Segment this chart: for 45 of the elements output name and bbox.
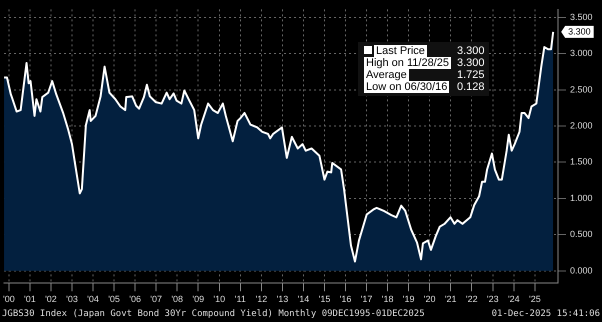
annotation: 0.128 bbox=[456, 81, 485, 93]
x-tick-label: '23 bbox=[486, 294, 499, 304]
x-tick-label: '25 bbox=[528, 294, 541, 304]
text: 01-Dec-2025 15:41:06 bbox=[492, 309, 600, 319]
x-tick-label: '14 bbox=[298, 294, 310, 304]
x-tick-label: '06 bbox=[129, 294, 141, 304]
annotation: 3.300 bbox=[456, 45, 485, 57]
x-tick-label: '08 bbox=[171, 294, 184, 304]
x-tick-label: '07 bbox=[150, 294, 162, 304]
x-tick-label: '11 bbox=[234, 294, 246, 304]
x-tick-label: '04 bbox=[87, 294, 99, 304]
y-tick-label: 2.000 bbox=[570, 120, 593, 131]
x-tick-label: '02 bbox=[45, 294, 57, 304]
annotation: Low on 06/30/16 bbox=[364, 81, 450, 93]
x-tick-label: '03 bbox=[66, 294, 78, 304]
y-tick-label: 2.500 bbox=[570, 84, 593, 94]
x-tick-label: '16 bbox=[340, 294, 352, 304]
y-tick-label: 1.000 bbox=[570, 192, 593, 203]
x-tick-label: '09 bbox=[192, 294, 204, 304]
x-tick-label: '19 bbox=[402, 294, 414, 304]
annotation: Average bbox=[364, 69, 409, 81]
x-tick-label: '21 bbox=[444, 294, 457, 304]
y-tick-label: 0.000 bbox=[570, 265, 593, 276]
annotation: 3.300 bbox=[456, 57, 485, 69]
x-tick-label: '10 bbox=[213, 294, 226, 304]
x-tick-label: '18 bbox=[382, 294, 394, 304]
x-tick-label: '01 bbox=[24, 294, 36, 304]
y-tick-label: 3.500 bbox=[570, 12, 593, 22]
annotation: 1.725 bbox=[456, 69, 485, 81]
text: JGBS30 Index (Japan Govt Bond 30Yr Compound Yield) Monthly 09DEC1995-01DEC2025 bbox=[2, 309, 425, 319]
y-tick-label: 1.500 bbox=[570, 156, 593, 167]
x-tick-label: '00 bbox=[2, 294, 15, 304]
x-tick-label: '05 bbox=[108, 294, 120, 304]
legend-label: Last Price bbox=[374, 45, 427, 57]
annotation: High on 11/28/25 bbox=[364, 57, 451, 69]
y-tick-label: 0.500 bbox=[570, 229, 593, 240]
y-tick-label: 3.000 bbox=[570, 48, 593, 58]
x-tick-label: '24 bbox=[508, 294, 520, 304]
x-tick-label: '15 bbox=[318, 294, 330, 304]
x-tick-label: '13 bbox=[276, 294, 288, 304]
x-tick-label: '12 bbox=[255, 294, 268, 304]
x-tick-label: '22 bbox=[466, 294, 478, 304]
annotation: 3.300 bbox=[568, 26, 591, 36]
x-tick-label: '20 bbox=[424, 294, 436, 304]
x-tick-label: '17 bbox=[360, 294, 372, 304]
